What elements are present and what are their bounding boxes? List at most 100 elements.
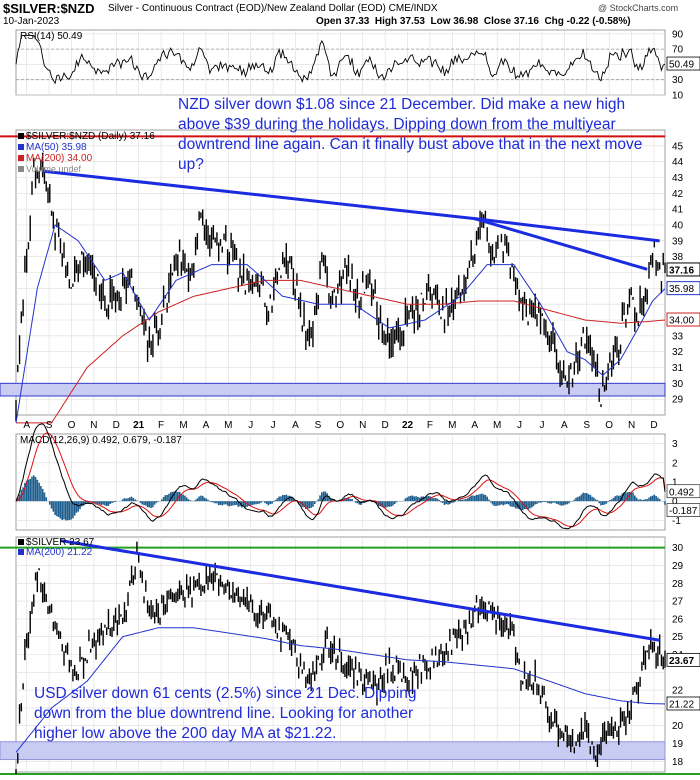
nzd-y-tick-label: 38: [672, 252, 684, 263]
nzd-last-price-label-box: [666, 262, 700, 277]
usd-y-tick-label: 22: [672, 686, 684, 697]
macd-value-label: 0.492: [669, 487, 694, 498]
nzd-support-zone: [0, 382, 666, 397]
macd-y-tick-label: 0: [672, 497, 678, 508]
nzd-legend-swatch: [18, 155, 24, 161]
usd-y-tick-label: 28: [672, 579, 684, 590]
nzd-x-tick-label: O: [336, 420, 344, 431]
usd-y-tick-label: 19: [672, 739, 684, 750]
nzd-ma200-line: [16, 279, 666, 424]
usd-ma200-line: [15, 627, 666, 753]
macd-hist-value-label: -0.187: [669, 506, 698, 517]
macd-y-tick-label: 2: [672, 458, 678, 469]
nzd-legend-entry: MA(50) 35.98: [26, 142, 87, 153]
usd-last-price-label: 23.67: [669, 656, 694, 667]
usd-downtrend-line: [60, 539, 660, 642]
macd-hist-value-label-box: [666, 503, 700, 517]
nzd-y-tick-label: 31: [672, 363, 684, 374]
usd-annotation: USD silver down 61 cents (2.5%) since 21…: [34, 685, 417, 742]
usd-support-zone: [0, 741, 666, 761]
rsi-last-box: [666, 56, 700, 71]
nzd-x-tick-label: 21: [133, 420, 145, 431]
nzd-legend-entry: Volume undef: [26, 164, 82, 174]
nzd-x-tick-label: S: [46, 420, 53, 431]
rsi-y-tick-label: 10: [672, 91, 684, 102]
nzd-y-tick-label: 44: [672, 157, 684, 168]
macd-y-tick-label: 1: [672, 478, 678, 489]
chart-date: 10-Jan-2023: [3, 16, 60, 27]
usd-y-tick-label: 25: [672, 632, 684, 643]
nzd-ma200-label-box: [666, 312, 700, 327]
nzd-y-tick-label: 43: [672, 173, 684, 184]
nzd-y-tick-label: 32: [672, 347, 684, 358]
nzd-x-tick-label: D: [113, 420, 120, 431]
nzd-second-trendline: [474, 217, 648, 271]
macd-y-tick-label: -1: [672, 516, 681, 527]
nzd-x-tick-label: J: [248, 420, 253, 431]
nzd-ma50-label: 35.98: [669, 284, 694, 295]
nzd-x-tick-label: M: [179, 420, 187, 431]
usd-last-price-label-box: [666, 652, 700, 667]
rsi-y-tick-label: 30: [672, 75, 684, 86]
nzd-x-tick-label: A: [561, 420, 568, 431]
rsi-title: RSI(14) 50.49: [20, 31, 83, 42]
nzd-x-tick-label: D: [650, 420, 657, 431]
stockcharts-watermark: @ StockCharts.com: [598, 3, 679, 13]
usd-y-tick-label: 29: [672, 561, 684, 572]
nzd-annotation: NZD silver down $1.08 since 21 December.…: [178, 96, 643, 173]
usd-y-tick-label: 20: [672, 721, 684, 732]
nzd-x-tick-label: A: [292, 420, 299, 431]
nzd-x-tick-label: S: [315, 420, 322, 431]
nzd-x-tick-label: S: [583, 420, 590, 431]
nzd-x-tick-label: F: [158, 420, 164, 431]
nzd-x-tick-label: N: [90, 420, 97, 431]
nzd-x-tick-label: F: [427, 420, 433, 431]
macd-signal-line: [15, 432, 666, 528]
nzd-downtrend-line: [42, 169, 660, 243]
rsi-line: [15, 34, 666, 85]
nzd-x-tick-label: A: [23, 420, 30, 431]
usd-legend-swatch: [18, 549, 24, 555]
nzd-legend-swatch: [18, 133, 24, 139]
nzd-y-tick-label: 40: [672, 221, 684, 232]
nzd-y-tick-label: 45: [672, 141, 684, 152]
usd-y-tick-label: 27: [672, 597, 684, 608]
nzd-legend-entry: MA(200) 34.00: [26, 153, 93, 164]
nzd-legend-entry: $SILVER:$NZD (Daily) 37.16: [26, 131, 155, 142]
nzd-x-tick-label: D: [382, 420, 389, 431]
chart-symbol: $SILVER:$NZD: [3, 1, 95, 16]
usd-y-tick-label: 30: [672, 543, 684, 554]
nzd-last-price-label: 37.16: [669, 265, 694, 276]
usd-ma200-label-box: [666, 696, 700, 711]
macd-line: [15, 423, 666, 530]
macd-value-label-box: [666, 484, 700, 499]
usd-legend-entry: $SILVER 23.67: [26, 537, 95, 548]
nzd-x-tick-label: A: [471, 420, 478, 431]
usd-legend-swatch: [18, 539, 24, 545]
nzd-y-tick-label: 29: [672, 395, 684, 406]
macd-title: MACD(12,26,9) 0.492, 0.679, -0.187: [20, 435, 182, 446]
rsi-y-tick-label: 70: [672, 45, 684, 56]
nzd-y-tick-label: 33: [672, 331, 684, 342]
nzd-x-tick-label: M: [448, 420, 456, 431]
chart-quote: Open 37.33 High 37.53 Low 36.98 Close 37…: [316, 16, 631, 27]
nzd-y-tick-label: 39: [672, 236, 684, 247]
nzd-ma50-label-box: [666, 281, 700, 296]
nzd-y-tick-label: 30: [672, 379, 684, 390]
usd-y-tick-label: 18: [672, 757, 684, 768]
nzd-x-tick-label: N: [628, 420, 635, 431]
nzd-x-tick-label: J: [517, 420, 522, 431]
nzd-legend-swatch: [18, 166, 24, 172]
nzd-y-tick-label: 42: [672, 189, 684, 200]
rsi-last-value-label: 50.49: [669, 60, 694, 71]
nzd-x-tick-label: A: [203, 420, 210, 431]
macd-y-tick-label: 3: [672, 439, 678, 450]
nzd-x-tick-label: O: [68, 420, 76, 431]
usd-ma200-label: 21.22: [669, 699, 694, 710]
usd-y-tick-label: 26: [672, 614, 684, 625]
nzd-ma200-label: 34.00: [669, 316, 694, 327]
nzd-x-tick-label: 22: [402, 420, 414, 431]
nzd-x-tick-label: J: [539, 420, 544, 431]
rsi-y-tick-label: 90: [672, 29, 684, 40]
